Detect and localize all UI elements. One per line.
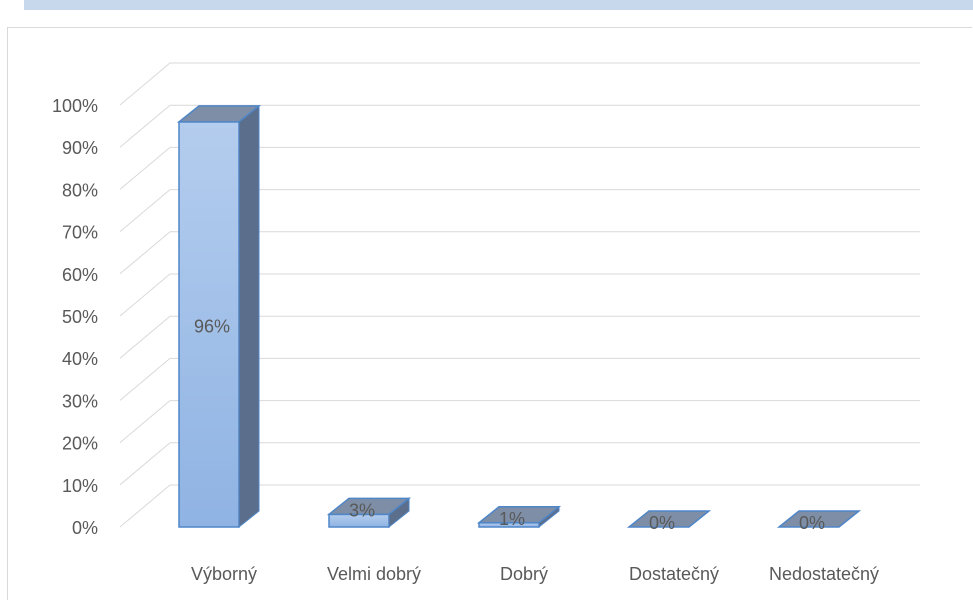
bar-top-1 (326, 497, 412, 516)
labels: 0% 10% 20% 30% 40% 50% 60% 70% 80% 90% 100% 96% Výbo… (52, 96, 879, 584)
bar-top-4 (776, 510, 862, 528)
y-tick-label: 40% (62, 349, 98, 369)
y-tick-label: 60% (62, 265, 98, 285)
bar-side-0 (238, 104, 260, 529)
x-category-label: Dostatečný (629, 564, 719, 584)
bar-top-3 (626, 510, 712, 528)
top-accent-band (24, 0, 973, 10)
gridline-wall-10 (119, 62, 171, 106)
gridline-wall-4 (119, 315, 171, 359)
y-tick-label: 80% (62, 180, 98, 200)
data-label: 3% (349, 500, 375, 520)
gridline-wall-9 (119, 104, 171, 148)
y-tick-label: 50% (62, 307, 98, 327)
gridline-wall-1 (119, 442, 171, 486)
data-label: 1% (499, 509, 525, 529)
gridline-wall-8 (119, 147, 171, 190)
y-tick-label: 0% (72, 518, 98, 538)
gridlines (119, 62, 920, 528)
y-tick-label: 30% (62, 391, 98, 411)
data-label: 96% (194, 317, 230, 337)
y-tick-label: 70% (62, 223, 98, 243)
x-category-label: Výborný (191, 564, 257, 584)
bars (176, 104, 862, 529)
data-label: 0% (649, 513, 675, 533)
x-category-label: Velmi dobrý (327, 564, 421, 584)
gridline-wall-7 (119, 189, 171, 232)
gridline-wall-6 (119, 231, 171, 275)
y-tick-label: 10% (62, 476, 98, 496)
bar-top-0 (176, 105, 262, 123)
gridline-wall-5 (119, 273, 171, 317)
y-tick-label: 100% (52, 96, 98, 116)
bar-top-2 (476, 506, 562, 524)
x-category-label: Nedostatečný (769, 564, 879, 584)
gridline-wall-2 (119, 400, 171, 443)
y-tick-label: 90% (62, 138, 98, 158)
chart-frame (7, 27, 972, 600)
x-category-label: Dobrý (500, 564, 548, 584)
bar-front-0 (178, 121, 240, 528)
data-label: 0% (799, 513, 825, 533)
gridline-wall-3 (119, 358, 171, 401)
gridline-wall-0 (119, 484, 171, 528)
y-tick-label: 20% (62, 434, 98, 454)
